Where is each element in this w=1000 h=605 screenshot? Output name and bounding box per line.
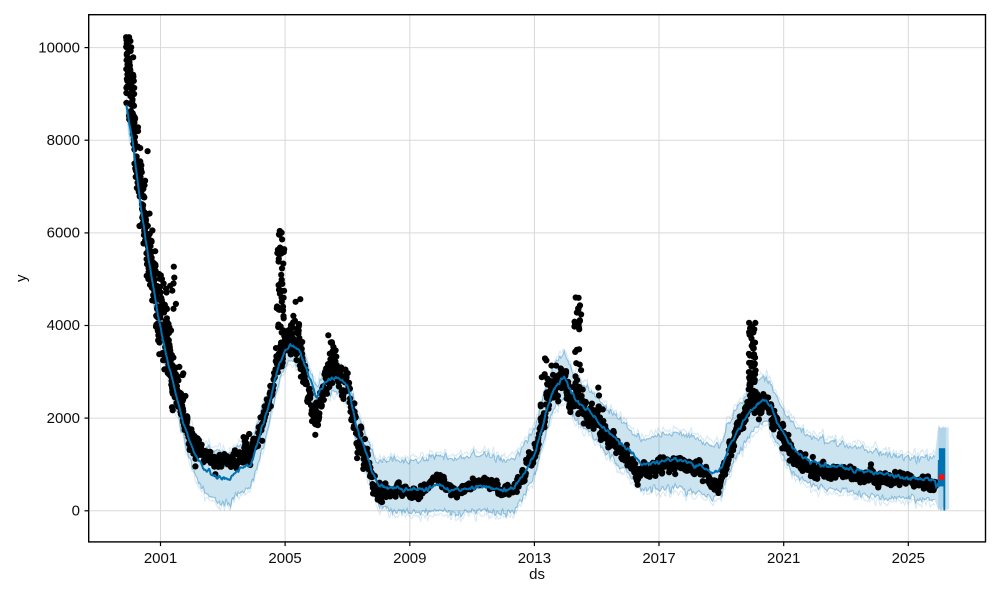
svg-text:2025: 2025 [892, 550, 925, 567]
svg-text:2001: 2001 [144, 550, 177, 567]
svg-text:2009: 2009 [393, 550, 426, 567]
svg-text:8000: 8000 [47, 132, 80, 149]
svg-text:4000: 4000 [47, 317, 80, 334]
svg-text:y: y [13, 274, 30, 282]
svg-text:2017: 2017 [642, 550, 675, 567]
svg-text:ds: ds [529, 566, 545, 583]
svg-text:0: 0 [72, 503, 80, 520]
svg-text:10000: 10000 [38, 39, 80, 56]
svg-text:2013: 2013 [518, 550, 551, 567]
svg-text:2000: 2000 [47, 410, 80, 427]
svg-text:2021: 2021 [767, 550, 800, 567]
svg-text:6000: 6000 [47, 225, 80, 242]
svg-text:2005: 2005 [268, 550, 301, 567]
